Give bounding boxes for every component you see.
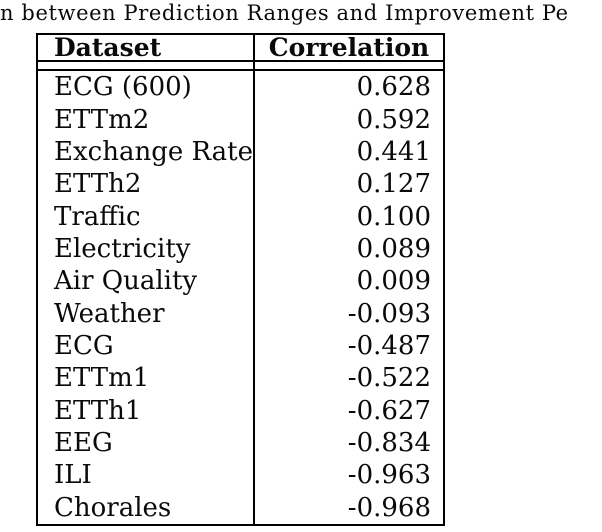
table-row: ETTh1 -0.627 xyxy=(38,394,443,427)
table-row: Traffic 0.100 xyxy=(38,200,443,233)
table-row: Electricity 0.089 xyxy=(38,232,443,266)
table-row: ETTm2 0.592 xyxy=(38,103,443,136)
table-row: Exchange Rate 0.441 xyxy=(38,135,443,169)
correlation-cell: 0.089 xyxy=(356,235,431,262)
table-row: Chorales -0.968 xyxy=(38,491,443,525)
dataset-cell: ETTh1 xyxy=(38,394,255,427)
dataset-cell: Weather xyxy=(38,297,255,330)
header-correlation: Correlation xyxy=(268,35,430,60)
header-dataset: Dataset xyxy=(38,35,255,60)
table-row: ILI -0.963 xyxy=(38,459,443,492)
correlation-cell: -0.968 xyxy=(347,494,431,521)
correlation-cell: -0.522 xyxy=(347,365,431,392)
table-row: ECG -0.487 xyxy=(38,329,443,363)
dataset-cell: ILI xyxy=(38,459,255,492)
dataset-cell: Electricity xyxy=(38,232,255,266)
table-header-row: Dataset Correlation xyxy=(38,35,443,62)
dataset-cell: ECG xyxy=(38,329,255,363)
table-row: Weather -0.093 xyxy=(38,297,443,330)
correlation-cell: -0.963 xyxy=(347,462,431,489)
dataset-cell: Chorales xyxy=(38,491,255,525)
table-body: ECG (600) 0.628 ETTm2 0.592 Exchange Rate 0.4… xyxy=(38,71,443,525)
table-row: ETTh2 0.127 xyxy=(38,168,443,201)
correlation-cell: 0.592 xyxy=(356,106,431,133)
correlation-cell: -0.093 xyxy=(347,300,431,327)
correlation-cell: 0.628 xyxy=(356,74,431,101)
correlation-table: Dataset Correlation ECG (600) 0.628 ETTm2 0… xyxy=(36,33,445,526)
correlation-cell: 0.441 xyxy=(356,138,431,165)
table-row: EEG -0.834 xyxy=(38,426,443,460)
dataset-cell: ECG (600) xyxy=(38,71,255,104)
dataset-cell: Exchange Rate xyxy=(38,135,255,169)
correlation-cell: 0.127 xyxy=(356,171,431,198)
dataset-cell: ETTh2 xyxy=(38,168,255,201)
table-row: ETTm1 -0.522 xyxy=(38,362,443,395)
dataset-cell: Traffic xyxy=(38,200,255,233)
dataset-cell: Air Quality xyxy=(38,265,255,298)
correlation-cell: 0.009 xyxy=(356,268,431,295)
correlation-cell: -0.834 xyxy=(347,430,431,457)
dataset-cell: ETTm2 xyxy=(38,103,255,136)
correlation-cell: -0.627 xyxy=(347,397,431,424)
header-double-rule xyxy=(38,62,443,71)
table-row: ECG (600) 0.628 xyxy=(38,71,443,104)
table-caption: n between Prediction Ranges and Improvem… xyxy=(0,1,569,25)
dataset-cell: ETTm1 xyxy=(38,362,255,395)
correlation-cell: 0.100 xyxy=(356,203,431,230)
correlation-cell: -0.487 xyxy=(347,333,431,360)
dataset-cell: EEG xyxy=(38,426,255,460)
table-row: Air Quality 0.009 xyxy=(38,265,443,298)
